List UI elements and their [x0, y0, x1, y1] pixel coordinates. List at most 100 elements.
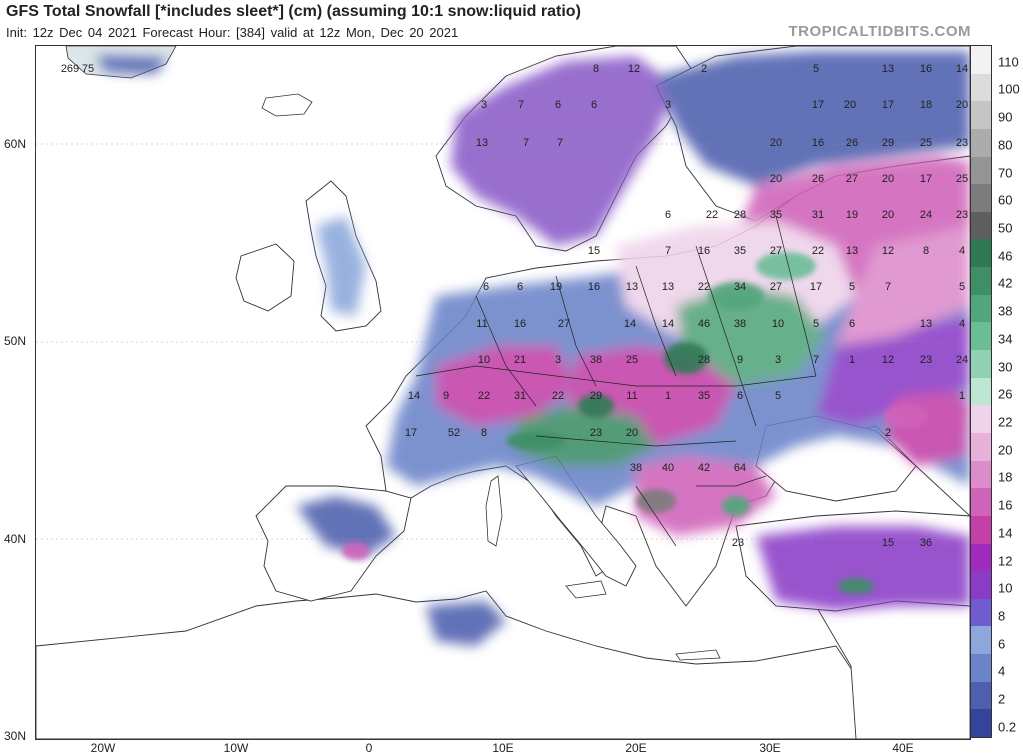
snowfall-value-label: 4 [959, 318, 965, 330]
snowfall-value-label: 6 [591, 99, 597, 111]
colorbar-swatch [971, 46, 991, 74]
graticule [36, 143, 970, 540]
snowfall-colorbar [970, 45, 992, 738]
snowfall-value-label: 3 [481, 99, 487, 111]
snowfall-value-label: 20 [770, 137, 782, 149]
colorbar-level-label: 30 [998, 359, 1013, 375]
snowfall-value-label: 20 [626, 427, 638, 439]
snowfall-value-label: 22 [706, 209, 718, 221]
snowfall-value-label: 31 [514, 390, 526, 402]
snowfall-value-label: 17 [812, 99, 824, 111]
snowfall-value-label: 75 [82, 63, 94, 75]
snowfall-value-label: 7 [557, 137, 563, 149]
snowfall-value-label: 40 [662, 462, 674, 474]
snowfall-value-label: 5 [959, 281, 965, 293]
snowfall-value-label: 6 [737, 390, 743, 402]
snowfall-value-label: 1 [959, 390, 965, 402]
snowfall-value-label: 13 [626, 281, 638, 293]
snowfall-value-label: 23 [956, 209, 968, 221]
colorbar-swatch [971, 377, 991, 406]
snowfall-value-label: 13 [662, 281, 674, 293]
snowfall-value-label: 269 [61, 63, 79, 75]
lat-label: 40N [4, 532, 27, 546]
forecast-info: Init: 12z Dec 04 2021 Forecast Hour: [38… [6, 25, 459, 40]
snowfall-value-label: 22 [812, 245, 824, 257]
snowfall-value-label: 17 [920, 173, 932, 185]
snowfall-value-label: 34 [734, 281, 746, 293]
snowfall-value-label: 25 [956, 173, 968, 185]
colorbar-swatch [971, 267, 991, 295]
snowfall-value-label: 20 [882, 209, 894, 221]
snowfall-value-label: 24 [920, 209, 932, 221]
snowfall-value-label: 9 [737, 354, 743, 366]
snowfall-value-label: 22 [478, 390, 490, 402]
snowfall-value-label: 35 [698, 390, 710, 402]
colorbar-level-label: 22 [998, 414, 1013, 430]
snowfall-value-label: 38 [590, 354, 602, 366]
colorbar-level-label: 38 [998, 303, 1013, 319]
colorbar-level-label: 20 [998, 442, 1013, 458]
colorbar-level-label: 70 [998, 165, 1013, 180]
colorbar-swatch [971, 405, 991, 433]
colorbar-swatch [971, 626, 991, 655]
snowfall-value-label: 22 [698, 281, 710, 293]
snowfall-value-label: 12 [628, 63, 640, 75]
lat-label: 50N [4, 334, 27, 348]
snowfall-value-label: 20 [844, 99, 856, 111]
lat-label: 30N [4, 729, 27, 743]
colorbar-swatch [971, 571, 991, 599]
snowfall-value-label: 19 [846, 209, 858, 221]
colorbar-swatch [971, 460, 991, 489]
snowfall-value-label: 16 [588, 281, 600, 293]
colorbar-swatch [971, 488, 991, 516]
snowfall-value-label: 17 [810, 281, 822, 293]
colorbar-swatch [971, 128, 991, 157]
snowfall-value-label: 7 [523, 137, 529, 149]
snowfall-value-label: 10 [478, 354, 490, 366]
colorbar-level-label: 0.2 [998, 719, 1017, 735]
snowfall-value-label: 8 [593, 63, 599, 75]
snowfall-value-label: 20 [956, 99, 968, 111]
colorbar-swatch [971, 101, 991, 129]
colorbar-swatch [971, 211, 991, 240]
lon-label: 0 [365, 741, 373, 755]
snowfall-value-label: 31 [812, 209, 824, 221]
snowfall-value-label: 16 [514, 318, 526, 330]
snowfall-value-label: 6 [849, 318, 855, 330]
snowfall-value-label: 1 [849, 354, 855, 366]
snowfall-value-label: 23 [920, 354, 932, 366]
colorbar-level-label: 90 [998, 109, 1013, 125]
snowfall-map[interactable]: 269 75 8 12 2 5 13 16 14 3 7 6 6 3 17 20 17 18 20 13 7 7 20 16 2… [35, 45, 971, 740]
colorbar-level-label: 12 [998, 553, 1013, 569]
colorbar-swatch [971, 322, 991, 351]
snowfall-value-label: 16 [812, 137, 824, 149]
colorbar-level-label: 16 [998, 497, 1013, 513]
colorbar-labels: 110 100 90 80 70 60 50 46 42 38 34 30 26 22 20 18 16 14 12… [995, 45, 1023, 738]
snowfall-value-label: 38 [734, 318, 746, 330]
colorbar-level-label: 18 [998, 469, 1013, 485]
snowfall-value-label: 6 [555, 99, 561, 111]
snowfall-value-label: 3 [555, 354, 561, 366]
map-title: GFS Total Snowfall [*includes sleet*] (c… [6, 3, 581, 20]
snowfall-value-label: 26 [812, 173, 824, 185]
snowfall-value-label: 12 [882, 354, 894, 366]
colorbar-swatch [971, 709, 991, 738]
sicily [565, 580, 607, 599]
snowfall-value-label: 26 [846, 137, 858, 149]
snowfall-value-label: 7 [885, 281, 891, 293]
snowfall-value-label: 6 [483, 281, 489, 293]
snowfall-value-label: 42 [698, 462, 710, 474]
corsica-sardinia [485, 475, 503, 547]
colorbar-swatch [971, 350, 991, 378]
snowfall-value-label: 4 [959, 245, 965, 257]
colorbar-level-label: 10 [998, 580, 1013, 596]
snowfall-value-label: 1 [665, 390, 671, 402]
colorbar-swatch [971, 543, 991, 572]
snowfall-value-label: 13 [920, 318, 932, 330]
snowfall-value-label: 27 [770, 281, 782, 293]
colorbar-swatch [971, 239, 991, 268]
snowfall-shading [96, 51, 970, 646]
snowfall-value-label: 27 [846, 173, 858, 185]
snowfall-value-label: 3 [665, 99, 671, 111]
